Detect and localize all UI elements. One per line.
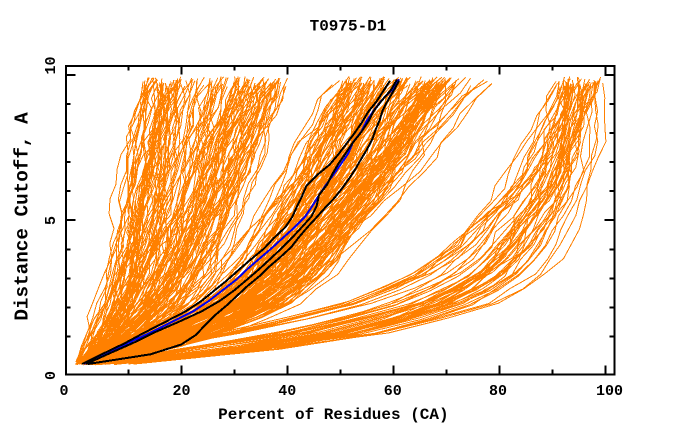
svg-text:Distance Cutoff, A: Distance Cutoff, A (12, 112, 34, 321)
svg-text:60: 60 (384, 383, 402, 400)
svg-text:10: 10 (43, 56, 60, 74)
svg-text:40: 40 (278, 383, 296, 400)
svg-text:100: 100 (596, 383, 623, 400)
svg-text:0: 0 (59, 383, 68, 400)
svg-text:Percent of Residues (CA): Percent of Residues (CA) (218, 406, 448, 424)
svg-text:T0975-D1: T0975-D1 (310, 18, 387, 36)
svg-text:0: 0 (43, 371, 60, 380)
svg-text:5: 5 (43, 216, 60, 225)
svg-text:80: 80 (489, 383, 507, 400)
svg-text:20: 20 (172, 383, 190, 400)
